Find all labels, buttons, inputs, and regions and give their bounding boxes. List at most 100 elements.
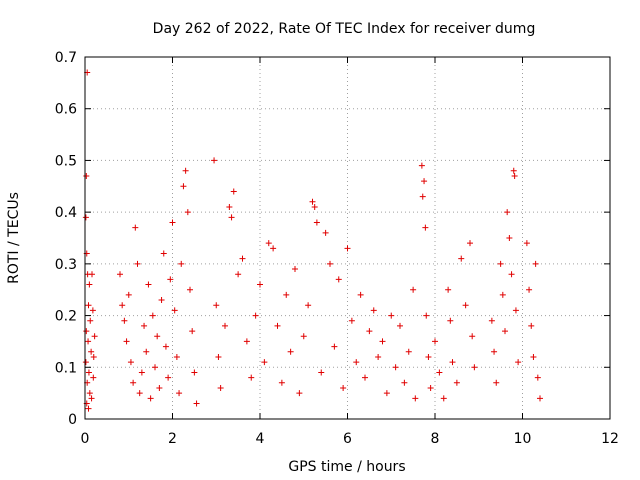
y-tick-label: 0.2 (55, 309, 77, 325)
data-point (167, 276, 174, 283)
data-point (162, 343, 169, 350)
data-point (425, 353, 432, 360)
data-point (176, 390, 183, 397)
data-point (412, 395, 419, 402)
data-point (502, 328, 508, 335)
y-tick-label: 0 (68, 412, 77, 428)
x-tick-label: 12 (601, 431, 619, 447)
data-point (248, 374, 255, 381)
data-point (397, 322, 403, 329)
data-point (274, 322, 281, 329)
data-point (82, 214, 89, 221)
data-point (469, 333, 476, 340)
data-point (366, 328, 373, 335)
data-point (86, 390, 93, 397)
data-point (143, 348, 150, 355)
data-point (85, 405, 92, 412)
y-axis-title: ROTI / TECUs (6, 192, 22, 284)
data-point (305, 302, 312, 309)
data-point (309, 198, 316, 205)
data-point (392, 364, 399, 371)
data-point (119, 302, 126, 309)
data-point (243, 338, 250, 345)
data-point (379, 338, 386, 345)
data-point (90, 374, 97, 381)
data-point (121, 317, 128, 324)
data-point (171, 307, 178, 314)
data-point (217, 384, 224, 391)
data-point (447, 317, 454, 324)
data-point (526, 286, 533, 293)
data-point (410, 286, 417, 293)
data-point (534, 374, 541, 381)
data-point (508, 271, 515, 278)
x-tick-label: 2 (168, 431, 177, 447)
axis-ticks: 0 0.1 0.2 0.3 0.4 0.5 0.6 0.7 0 2 4 6 8 10 12 (55, 50, 619, 447)
data-point (91, 333, 98, 340)
data-point (265, 240, 272, 247)
data-point (85, 369, 92, 376)
data-point (322, 229, 329, 236)
data-point (504, 209, 511, 216)
data-point (88, 395, 95, 402)
data-point (86, 281, 93, 288)
data-point (423, 312, 430, 319)
data-point (136, 390, 143, 397)
x-tick-label: 6 (343, 431, 352, 447)
data-point (506, 235, 513, 241)
data-point (169, 219, 176, 226)
x-tick-label: 10 (514, 431, 532, 447)
data-point (239, 255, 246, 262)
data-point (348, 317, 355, 324)
data-point (453, 379, 460, 386)
data-point (515, 359, 522, 366)
data-point (173, 353, 180, 360)
data-point (440, 395, 447, 402)
data-point (180, 183, 187, 190)
data-point (445, 286, 452, 293)
data-point (532, 260, 539, 267)
data-point (154, 333, 161, 340)
data-point (318, 369, 325, 376)
data-point (156, 384, 163, 391)
data-point (132, 224, 139, 231)
data-point (353, 359, 360, 366)
data-point (261, 359, 268, 366)
y-tick-label: 0.5 (55, 153, 77, 169)
data-point (512, 307, 519, 314)
data-point (88, 348, 95, 355)
data-point (278, 379, 285, 386)
data-point (257, 281, 263, 288)
data-point (123, 338, 130, 345)
data-point (405, 348, 412, 355)
x-tick-label: 0 (81, 431, 90, 447)
data-point (375, 353, 382, 360)
data-point (90, 353, 97, 360)
x-tick-label: 4 (256, 431, 265, 447)
data-point (85, 302, 92, 309)
data-point (344, 245, 351, 252)
data-point (145, 281, 152, 288)
data-point (184, 209, 191, 216)
data-point (488, 317, 495, 324)
data-point (528, 322, 535, 329)
data-point (147, 395, 154, 402)
chart-title: Day 262 of 2022, Rate Of TEC Index for r… (153, 21, 536, 37)
data-point (283, 291, 290, 298)
data-point (471, 364, 478, 371)
data-point (211, 157, 218, 164)
data-point (82, 359, 89, 366)
data-point (292, 266, 298, 273)
data-point (362, 374, 368, 381)
data-point (134, 260, 141, 267)
data-point (149, 312, 156, 319)
x-tick-label: 8 (431, 431, 440, 447)
data-point (370, 307, 377, 314)
y-tick-label: 0.4 (55, 205, 77, 221)
y-tick-label: 0.6 (55, 102, 77, 118)
data-point (497, 260, 504, 267)
data-point (491, 348, 498, 355)
data-point (125, 291, 132, 298)
